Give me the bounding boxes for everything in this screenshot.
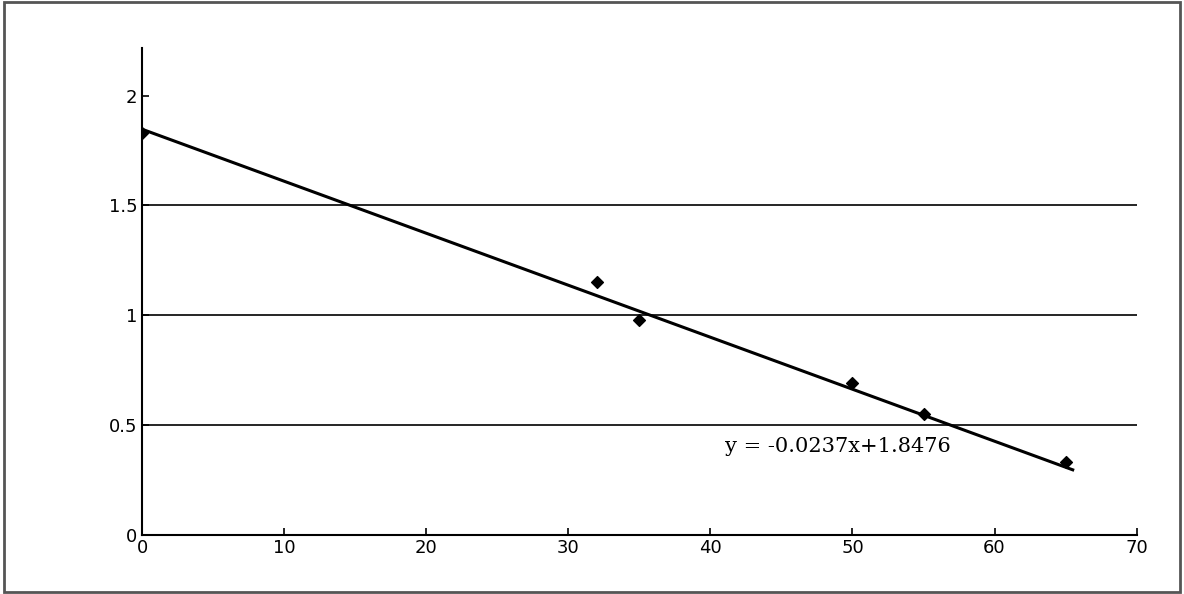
Point [843, 378, 862, 388]
Point [914, 409, 933, 419]
Point [133, 128, 152, 138]
Point [587, 277, 606, 287]
Text: y = -0.0237x+1.8476: y = -0.0237x+1.8476 [725, 437, 951, 456]
Point [630, 315, 649, 324]
Point [1056, 457, 1075, 467]
